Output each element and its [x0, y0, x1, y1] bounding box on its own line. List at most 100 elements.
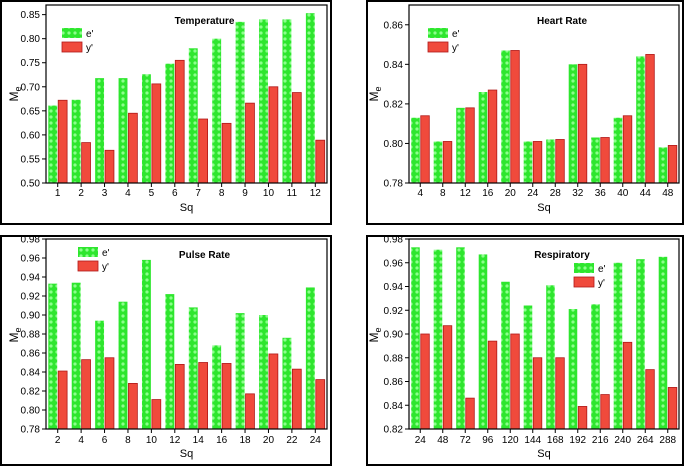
- chart-3-title: Respiratory: [534, 250, 590, 261]
- x-tick-label-12: 12: [460, 188, 472, 199]
- y-tick-label-0-60: 0.60: [21, 130, 41, 141]
- bar-y-44: [645, 54, 655, 184]
- y-tick-label-0-65: 0.65: [21, 106, 41, 117]
- x-tick-label-12: 12: [310, 188, 322, 199]
- bar-y-9: [245, 102, 255, 184]
- bar-e-4: [71, 282, 81, 429]
- bar-e-36: [591, 137, 600, 183]
- bar-y-4: [81, 359, 91, 430]
- y-tick-label-0-75: 0.75: [21, 58, 41, 69]
- legend-swatch-e: [574, 263, 594, 273]
- legend-swatch-y: [573, 276, 595, 288]
- bar-y-24: [420, 333, 430, 430]
- bar-e-20: [501, 50, 510, 183]
- bar-y-22: [291, 368, 302, 430]
- bar-y-8: [442, 141, 453, 184]
- y-tick-label-0-90: 0.90: [384, 330, 404, 341]
- bar-y-12: [174, 363, 185, 430]
- bar-e-48: [433, 249, 443, 429]
- y-tick-label-0-92: 0.92: [21, 292, 41, 303]
- chart-1-y-axis-label: Me: [367, 86, 383, 101]
- bar-e-5: [141, 74, 151, 183]
- x-tick-label-8: 8: [125, 435, 131, 446]
- bar-y-10: [268, 86, 279, 184]
- bar-e-72: [456, 247, 465, 429]
- x-tick-label-5: 5: [149, 188, 155, 199]
- bar-e-12: [165, 294, 175, 429]
- bar-e-6: [165, 63, 175, 183]
- bar-y-7: [198, 118, 209, 184]
- legend-swatch-e: [428, 28, 448, 38]
- x-tick-label-144: 144: [524, 435, 541, 446]
- bar-e-4: [118, 78, 128, 183]
- chart-2-x-axis-label: Sq: [180, 448, 193, 460]
- legend-swatch-y: [427, 41, 449, 53]
- bar-y-40: [622, 115, 633, 184]
- x-tick-label-20: 20: [505, 188, 517, 199]
- y-tick-label-0-55: 0.55: [21, 154, 41, 165]
- x-tick-label-4: 4: [78, 435, 84, 446]
- bar-e-20: [259, 315, 268, 429]
- bar-e-8: [212, 38, 222, 183]
- legend-label-y: y': [452, 43, 459, 54]
- x-tick-label-288: 288: [659, 435, 676, 446]
- chart-3-x-axis-label: Sq: [537, 448, 550, 460]
- bar-y-14: [198, 362, 209, 430]
- bar-y-8: [221, 122, 232, 184]
- bar-e-11: [282, 19, 292, 183]
- x-tick-label-4: 4: [417, 188, 423, 199]
- chart-1-x-axis-label: Sq: [537, 202, 550, 214]
- y-tick-label-0-88: 0.88: [384, 353, 404, 364]
- y-tick-label-0-78: 0.78: [384, 179, 404, 190]
- x-tick-label-6: 6: [172, 188, 178, 199]
- bar-y-10: [151, 399, 162, 430]
- x-tick-label-7: 7: [195, 188, 201, 199]
- bar-y-16: [487, 89, 498, 184]
- bar-e-24: [523, 141, 533, 183]
- y-tick-label-0-80: 0.80: [384, 139, 404, 150]
- chart-3-y-axis-label: Me: [367, 327, 383, 342]
- x-tick-label-28: 28: [550, 188, 562, 199]
- chart-heart-rate: 4 8 12 16 20 24 28 32 36 40 44 480.780.800.820.840.…: [366, 0, 684, 225]
- chart-0-x-axis-label: Sq: [180, 202, 193, 214]
- y-tick-label-0-96: 0.96: [21, 254, 41, 265]
- x-tick-label-9: 9: [242, 188, 248, 199]
- bar-e-3: [95, 78, 105, 183]
- y-tick-label-0-80: 0.80: [21, 406, 41, 417]
- x-tick-label-12: 12: [169, 435, 181, 446]
- x-tick-label-48: 48: [437, 435, 449, 446]
- y-tick-label-0-96: 0.96: [384, 258, 404, 269]
- chart-0-y-axis-label: Me: [7, 86, 23, 101]
- x-tick-label-10: 10: [146, 435, 158, 446]
- x-tick-label-22: 22: [286, 435, 298, 446]
- bar-y-8: [128, 382, 138, 430]
- bar-y-144: [532, 357, 543, 430]
- y-tick-label-0-98: 0.98: [21, 235, 41, 246]
- y-tick-label-0-86: 0.86: [384, 377, 404, 388]
- bar-e-2: [71, 99, 81, 183]
- bar-e-1: [48, 105, 58, 183]
- bar-y-16: [221, 363, 232, 430]
- legend-label-y: y': [598, 278, 605, 289]
- bar-e-16: [478, 92, 488, 183]
- legend-swatch-e: [78, 247, 98, 257]
- bar-e-14: [188, 307, 198, 429]
- bar-e-240: [613, 262, 623, 429]
- bar-y-240: [622, 341, 633, 430]
- bar-e-18: [235, 313, 245, 429]
- x-tick-label-8: 8: [219, 188, 225, 199]
- x-tick-label-4: 4: [125, 188, 131, 199]
- bar-y-2: [81, 142, 91, 184]
- chart-1-plot-area: [408, 4, 680, 184]
- legend-label-e: e': [598, 264, 606, 275]
- y-tick-label-0-88: 0.88: [21, 330, 41, 341]
- chart-1-title: Heart Rate: [537, 16, 587, 27]
- x-tick-label-192: 192: [569, 435, 586, 446]
- bar-y-216: [600, 394, 610, 430]
- x-tick-label-120: 120: [502, 435, 519, 446]
- y-tick-label-0-80: 0.80: [21, 34, 41, 45]
- bar-y-2: [57, 370, 68, 430]
- x-tick-label-24: 24: [527, 188, 539, 199]
- bar-y-11: [291, 92, 302, 184]
- chart-0-title: Temperature: [175, 16, 235, 27]
